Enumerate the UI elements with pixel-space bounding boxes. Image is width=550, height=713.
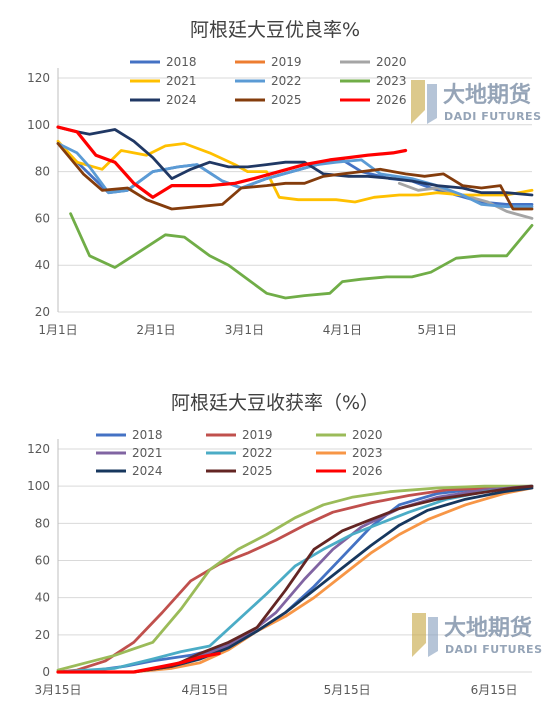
- y-tick-label: 20: [35, 628, 50, 642]
- x-tick-label: 4月1日: [323, 323, 362, 337]
- series-line-2022: [56, 484, 534, 674]
- series-line-2020: [56, 484, 534, 672]
- series-line-2022: [56, 142, 534, 209]
- watermark-emblem: [427, 84, 437, 124]
- x-tick-label: 6月15日: [471, 683, 518, 697]
- series-line-2024: [56, 125, 534, 197]
- series-line-2021: [56, 139, 534, 204]
- legend-label: 2018: [132, 428, 163, 442]
- y-tick-label: 60: [35, 554, 50, 568]
- x-tick-label: 1月1日: [38, 323, 77, 337]
- watermark-emblem: [428, 617, 438, 657]
- legend-item-2025: 2025: [235, 93, 302, 107]
- legend-label: 2023: [376, 74, 407, 88]
- series-line-2025: [56, 142, 534, 211]
- legend-label: 2026: [352, 464, 383, 478]
- y-tick-label: 100: [27, 479, 50, 493]
- legend-label: 2018: [166, 55, 197, 69]
- legend-item-2019: 2019: [206, 428, 273, 442]
- chart-title: 阿根廷大豆优良率%: [190, 19, 360, 41]
- legend-label: 2020: [352, 428, 383, 442]
- watermark-emblem: [411, 80, 425, 124]
- legend-label: 2023: [352, 446, 383, 460]
- legend-item-2022: 2022: [206, 446, 273, 460]
- legend-item-2021: 2021: [96, 446, 163, 460]
- legend-item-2023: 2023: [340, 74, 407, 88]
- legend-item-2020: 2020: [316, 428, 383, 442]
- watermark-logo: 大地期货 DADI FUTURES: [411, 80, 542, 124]
- y-tick-label: 80: [35, 165, 50, 179]
- legend-label: 2025: [242, 464, 273, 478]
- watermark-text-en: DADI FUTURES: [445, 643, 543, 656]
- chart-good-excellent-rate: 阿根廷大豆优良率% 20 40 60 80 100 120 1月1日 2月1日 3月1日 4月1日 5…: [0, 0, 550, 356]
- x-tick-label: 4月15日: [181, 683, 228, 697]
- legend-item-2022: 2022: [235, 74, 302, 88]
- watermark-text-cn: 大地期货: [443, 82, 531, 108]
- legend-label: 2020: [376, 55, 407, 69]
- y-tick-label: 60: [35, 211, 50, 225]
- chart-svg: 阿根廷大豆优良率% 20 40 60 80 100 120 1月1日 2月1日 3月1日 4月1日 5…: [27, 19, 542, 337]
- legend-label: 2019: [271, 55, 302, 69]
- legend-label: 2022: [271, 74, 302, 88]
- y-tick-label: 120: [27, 442, 50, 456]
- y-tick-label: 80: [35, 516, 50, 530]
- x-tick-label: 5月15日: [324, 683, 371, 697]
- chart-title: 阿根廷大豆收获率（%）: [171, 392, 379, 414]
- y-tick-label: 120: [27, 71, 50, 85]
- x-tick-label: 5月1日: [418, 323, 457, 337]
- legend-item-2025: 2025: [206, 464, 273, 478]
- legend-item-2018: 2018: [130, 55, 197, 69]
- y-tick-label: 40: [35, 591, 50, 605]
- y-tick-label: 40: [35, 258, 50, 272]
- legend-label: 2021: [166, 74, 197, 88]
- chart-svg: 阿根廷大豆收获率（%） 0 20 40 60 80 100 120 3月15日 4月15日 5月15…: [27, 392, 543, 697]
- x-tick-label: 2月1日: [136, 323, 175, 337]
- y-tick-label: 0: [42, 665, 50, 679]
- watermark-text-en: DADI FUTURES: [444, 110, 542, 123]
- series-line-2026: [56, 125, 408, 199]
- y-tick-label: 100: [27, 118, 50, 132]
- x-tick-label: 3月1日: [225, 323, 264, 337]
- legend-label: 2026: [376, 93, 407, 107]
- watermark-logo: 大地期货 DADI FUTURES: [412, 613, 543, 657]
- legend-label: 2022: [242, 446, 273, 460]
- legend-item-2021: 2021: [130, 74, 197, 88]
- legend-item-2024: 2024: [130, 93, 197, 107]
- chart-harvest-progress: 阿根廷大豆收获率（%） 0 20 40 60 80 100 120 3月15日 4月15日 5月15…: [0, 356, 550, 713]
- y-tick-label: 20: [35, 305, 50, 319]
- legend-item-2024: 2024: [96, 464, 163, 478]
- series-line-2023: [69, 212, 534, 300]
- watermark-text-cn: 大地期货: [444, 615, 532, 641]
- series-line-2019: [56, 484, 534, 674]
- legend-label: 2025: [271, 93, 302, 107]
- series-line-2023: [56, 486, 534, 674]
- legend-item-2026: 2026: [340, 93, 407, 107]
- legend-label: 2021: [132, 446, 163, 460]
- legend-item-2026: 2026: [316, 464, 383, 478]
- legend-item-2020: 2020: [340, 55, 407, 69]
- legend-label: 2024: [132, 464, 163, 478]
- watermark-emblem: [412, 613, 426, 657]
- x-tick-label: 3月15日: [35, 683, 82, 697]
- legend-label: 2024: [166, 93, 197, 107]
- legend-label: 2019: [242, 428, 273, 442]
- series-line-2026: [56, 651, 221, 674]
- legend-item-2018: 2018: [96, 428, 163, 442]
- legend-item-2019: 2019: [235, 55, 302, 69]
- legend-item-2023: 2023: [316, 446, 383, 460]
